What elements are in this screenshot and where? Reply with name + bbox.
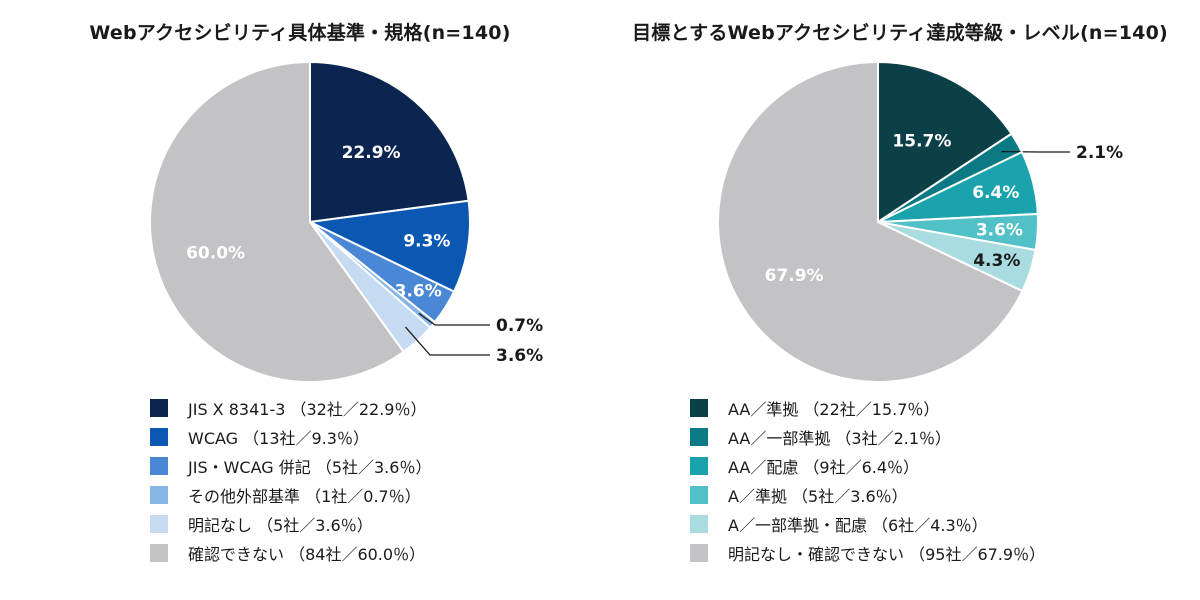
pie-slice: [309, 60, 470, 224]
chart-panel-standards: Webアクセシビリティ具体基準・規格(n=140) 22.9% 9.3% 3.6% 0…: [89, 22, 543, 567]
legend-item: A／準拠 （5社／3.6％）: [690, 480, 1045, 509]
legend-swatch: [690, 398, 708, 417]
data-label: 3.6%: [496, 346, 543, 366]
legend-swatch: [690, 514, 708, 533]
legend-label: その他外部基準 （1社／0.7％）: [188, 486, 421, 506]
pie-slice: [877, 60, 1013, 224]
legend-swatch: [150, 485, 168, 504]
legend-label: A／準拠 （5社／3.6％）: [728, 486, 908, 506]
data-label: 15.7%: [892, 131, 951, 151]
legend-label: AA／準拠 （22社／15.7％）: [728, 399, 940, 419]
data-label: 6.4%: [972, 183, 1019, 203]
legend-swatch: [690, 427, 708, 446]
legend-item: JIS・WCAG 併記 （5社／3.6％）: [150, 451, 431, 480]
pie-chart-levels: 15.7% 2.1% 6.4% 3.6% 4.3% 67.9%: [716, 60, 1123, 383]
legend-label: AA／一部準拠 （3社／2.1％）: [728, 428, 952, 448]
legend-label: 明記なし （5社／3.6％）: [188, 515, 373, 535]
legend-swatch: [150, 543, 168, 562]
legend-label: WCAG （13社／9.3％）: [188, 428, 369, 448]
legend-item: 確認できない （84社／60.0％）: [150, 538, 431, 567]
legend-swatch: [150, 456, 168, 475]
leader-line: [418, 312, 490, 326]
chart-title: 目標とするWebアクセシビリティ達成等級・レベル(n=140): [632, 22, 1168, 44]
legend-swatch: [150, 514, 168, 533]
data-label: 67.9%: [765, 266, 824, 286]
data-label: 3.6%: [976, 221, 1023, 241]
legend-swatch: [690, 543, 708, 562]
legend-item: AA／一部準拠 （3社／2.1％）: [690, 422, 1045, 451]
legend-item: AA／準拠 （22社／15.7％）: [690, 393, 1045, 422]
data-label: 22.9%: [342, 143, 401, 163]
legend-swatch: [690, 456, 708, 475]
data-label: 60.0%: [186, 244, 245, 264]
data-label: 9.3%: [403, 232, 450, 252]
chart-title: Webアクセシビリティ具体基準・規格(n=140): [89, 22, 511, 44]
pie-slice: [716, 60, 1024, 383]
pie-chart-standards: 22.9% 9.3% 3.6% 0.7% 3.6% 60.0%: [149, 60, 543, 383]
legend-swatch: [150, 427, 168, 446]
data-label: 4.3%: [973, 251, 1020, 271]
legend-label: A／一部準拠・配慮 （6社／4.3％）: [728, 515, 988, 535]
legend-label: JIS X 8341-3 （32社／22.9％）: [188, 399, 427, 419]
legend-label: AA／配慮 （9社／6.4％）: [728, 457, 920, 477]
legend-item: 明記なし （5社／3.6％）: [150, 509, 431, 538]
legend-swatch: [690, 485, 708, 504]
pie-slice: [306, 199, 472, 293]
pie-slice: [149, 60, 405, 383]
legend-label: JIS・WCAG 併記 （5社／3.6％）: [188, 457, 432, 477]
legend-item: その他外部基準 （1社／0.7％）: [150, 480, 431, 509]
legend-item: JIS X 8341-3 （32社／22.9％）: [150, 393, 431, 422]
chart-panel-levels: 目標とするWebアクセシビリティ達成等級・レベル(n=140) 15.7% 2.1…: [600, 0, 1200, 600]
legend-item: AA／配慮 （9社／6.4％）: [690, 451, 1045, 480]
legend-item: 明記なし・確認できない （95社／67.9％）: [690, 538, 1045, 567]
legend-standards: JIS X 8341-3 （32社／22.9％） WCAG （13社／9.3％） J…: [150, 393, 431, 567]
legend-item: A／一部準拠・配慮 （6社／4.3％）: [690, 509, 1045, 538]
legend-item: WCAG （13社／9.3％）: [150, 422, 431, 451]
data-label: 3.6%: [395, 281, 442, 301]
data-label: 2.1%: [1076, 143, 1123, 163]
legend-label: 確認できない （84社／60.0％）: [188, 544, 426, 564]
legend-levels: AA／準拠 （22社／15.7％） AA／一部準拠 （3社／2.1％） AA／配慮 …: [690, 393, 1045, 567]
leader-line: [405, 326, 490, 356]
legend-swatch: [150, 398, 168, 417]
data-label: 0.7%: [496, 316, 543, 336]
legend-label: 明記なし・確認できない （95社／67.9％）: [728, 544, 1046, 564]
